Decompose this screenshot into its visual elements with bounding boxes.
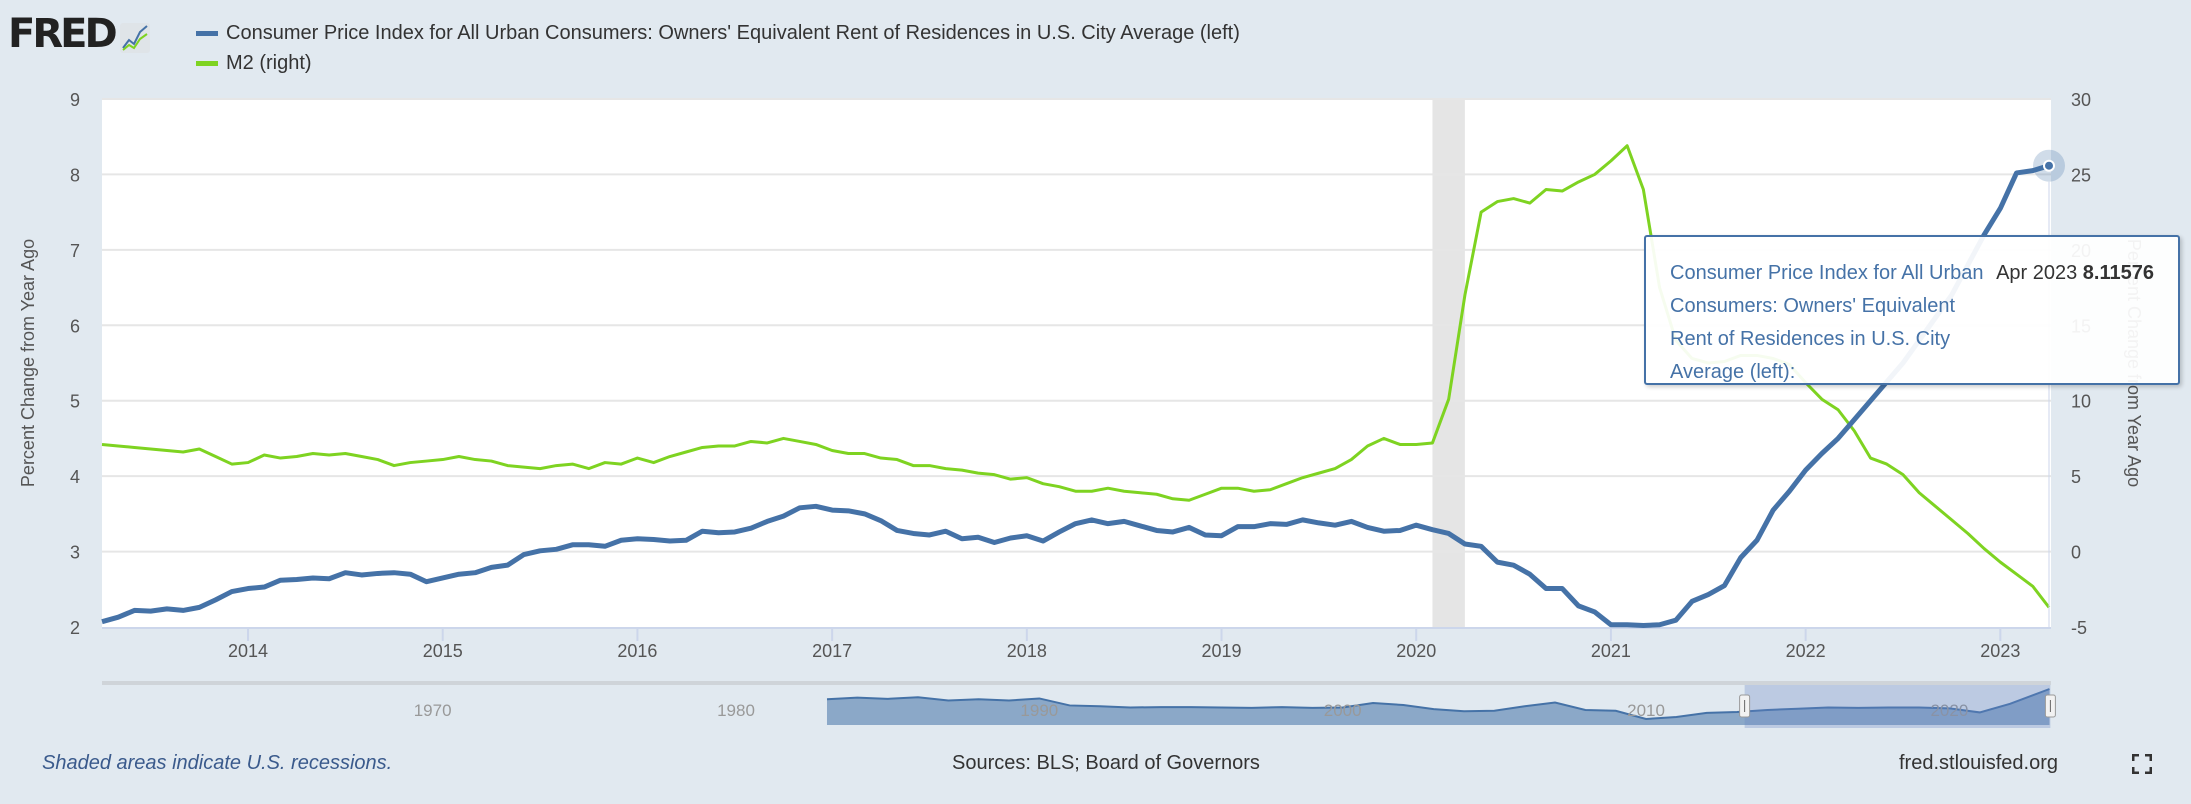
- navigator-tick-label: 1970: [414, 701, 452, 720]
- sources-text: Sources: BLS; Board of Governors: [952, 752, 1260, 774]
- left-tick-label: 4: [70, 467, 80, 487]
- left-tick-label: 8: [70, 165, 80, 185]
- navigator-tick-label: 2020: [1930, 701, 1968, 720]
- x-tick-label: 2016: [617, 641, 657, 661]
- recession-note: Shaded areas indicate U.S. recessions.: [42, 752, 393, 774]
- x-tick-label: 2018: [1007, 641, 1047, 661]
- legend-item-m2[interactable]: M2 (right): [196, 48, 1240, 78]
- x-tick-label: 2017: [812, 641, 852, 661]
- tooltip-series-name: Consumer Price Index for All Urban Consu…: [1670, 262, 1984, 383]
- left-tick-label: 9: [70, 90, 80, 110]
- chart-logo-icon: [119, 23, 150, 53]
- recession-shade: [1432, 99, 1465, 627]
- navigator-tick-label: 1980: [717, 701, 755, 720]
- left-tick-label: 5: [70, 392, 80, 412]
- x-tick-label: 2022: [1786, 641, 1826, 661]
- navigator-tick-label: 1990: [1020, 701, 1058, 720]
- navigator-selection[interactable]: [1744, 685, 2051, 728]
- legend-label-m2: M2 (right): [226, 52, 312, 74]
- fullscreen-icon[interactable]: [2132, 754, 2152, 774]
- legend-label-oer: Consumer Price Index for All Urban Consu…: [226, 22, 1240, 44]
- right-tick-label: 0: [2071, 543, 2081, 563]
- left-tick-label: 3: [70, 543, 80, 563]
- x-tick-label: 2015: [423, 641, 463, 661]
- x-tick-label: 2021: [1591, 641, 1631, 661]
- x-tick-label: 2023: [1980, 641, 2020, 661]
- legend-item-oer[interactable]: Consumer Price Index for All Urban Consu…: [196, 18, 1240, 48]
- tooltip-value: 8.11576: [2082, 262, 2154, 284]
- hover-tooltip: Consumer Price Index for All Urban Consu…: [1644, 235, 2180, 385]
- x-tick-label: 2014: [228, 641, 268, 661]
- left-axis-title: Percent Change from Year Ago: [18, 239, 38, 487]
- navigator-tick-label: 2010: [1627, 701, 1665, 720]
- left-tick-label: 7: [70, 241, 80, 261]
- right-tick-label: 25: [2071, 165, 2091, 185]
- legend-swatch-oer: [196, 30, 218, 36]
- navigator-line: [826, 688, 2050, 721]
- x-tick-label: 2020: [1396, 641, 1436, 661]
- legend-swatch-m2: [196, 60, 218, 66]
- right-tick-label: 5: [2071, 467, 2081, 487]
- tooltip-date: Apr 2023: [1996, 262, 2078, 284]
- oer-series-line[interactable]: [101, 163, 2050, 628]
- right-tick-label: -5: [2071, 618, 2087, 638]
- right-tick-label: 30: [2071, 90, 2091, 110]
- left-tick-label: 6: [70, 316, 80, 336]
- fred-logo[interactable]: FRED: [8, 14, 151, 54]
- navigator-tick-label: 2000: [1324, 701, 1362, 720]
- x-tick-label: 2019: [1202, 641, 1242, 661]
- logo-text: FRED: [8, 11, 118, 57]
- chart-legend: Consumer Price Index for All Urban Consu…: [196, 18, 1240, 78]
- site-link[interactable]: fred.stlouisfed.org: [1899, 752, 2058, 774]
- left-tick-label: 2: [70, 618, 80, 638]
- hover-point[interactable]: [2043, 159, 2055, 172]
- right-tick-label: 10: [2071, 392, 2091, 412]
- navigator-track[interactable]: [102, 681, 2051, 685]
